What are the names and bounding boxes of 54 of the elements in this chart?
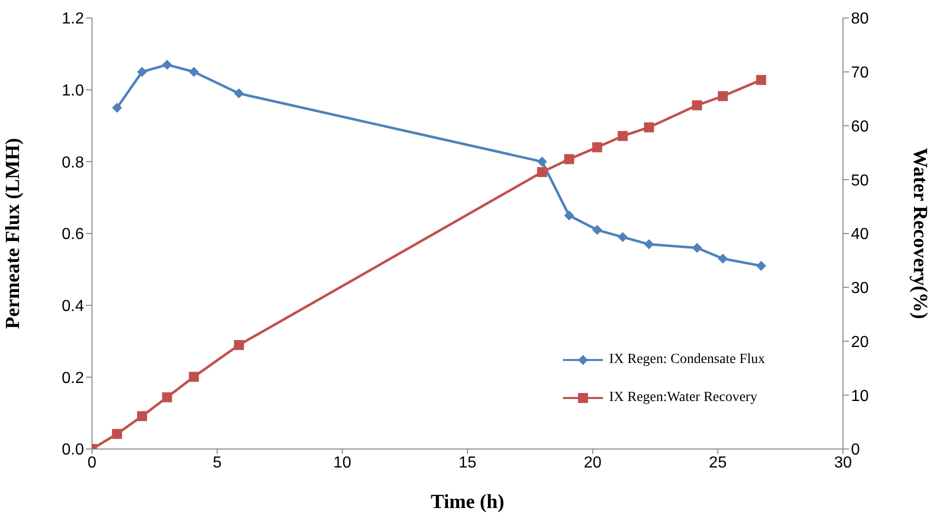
point	[162, 60, 172, 70]
point	[718, 91, 728, 102]
point	[692, 100, 702, 110]
point	[692, 242, 702, 253]
point	[592, 224, 602, 235]
x-tick-label: 15	[458, 454, 476, 472]
x-tick-label: 0	[88, 454, 97, 472]
y2-tick-label: 70	[851, 64, 869, 82]
y-tick-label: 1.0	[62, 82, 84, 100]
x-tick-label: 20	[584, 454, 602, 472]
legend-label: IX Regen:Water Recovery	[609, 390, 758, 406]
y-axis-title: Permeate Flux (LMH)	[2, 138, 24, 330]
point	[618, 130, 628, 141]
point	[618, 232, 628, 242]
point	[162, 392, 172, 402]
y-tick-label: 0.6	[62, 226, 84, 244]
y-tick-label: 1.2	[62, 10, 84, 28]
y-tick-label: 0.4	[62, 298, 84, 316]
point	[112, 102, 122, 113]
point	[564, 210, 574, 221]
x-tick-label: 5	[212, 454, 222, 472]
point	[234, 340, 244, 350]
x-tick-label: 30	[834, 454, 852, 472]
x-axis-title: Time (h)	[430, 491, 504, 513]
point	[564, 154, 574, 164]
y-tick-label: 0.2	[62, 370, 84, 387]
point	[137, 411, 148, 422]
point	[644, 122, 654, 132]
y2-tick-label: 20	[851, 334, 869, 351]
y2-axis-title: Water Recovery(%)	[908, 148, 931, 320]
y2-tick-label: 40	[851, 226, 869, 244]
y-tick-label: 0.0	[62, 442, 84, 459]
point	[756, 74, 766, 85]
y2-tick-label: 10	[851, 388, 869, 405]
point	[188, 372, 199, 382]
point	[718, 254, 728, 264]
y2-tick-label: 0	[851, 442, 860, 459]
point	[644, 239, 654, 250]
x-tick-label: 10	[333, 454, 352, 472]
point	[592, 142, 602, 152]
y-tick-label: 0.8	[62, 154, 84, 172]
legend-label: IX Regen: Condensate Flux	[609, 352, 765, 368]
point	[188, 66, 199, 77]
point	[234, 88, 244, 98]
y2-tick-label: 50	[851, 172, 869, 190]
point	[537, 167, 548, 178]
x-tick-label: 25	[708, 454, 727, 472]
y2-tick-label: 60	[851, 118, 869, 136]
y2-tick-label: 30	[851, 280, 869, 298]
point	[756, 260, 766, 271]
point	[137, 66, 148, 77]
point	[112, 428, 122, 439]
y2-tick-label: 80	[851, 10, 869, 28]
point	[537, 156, 548, 167]
